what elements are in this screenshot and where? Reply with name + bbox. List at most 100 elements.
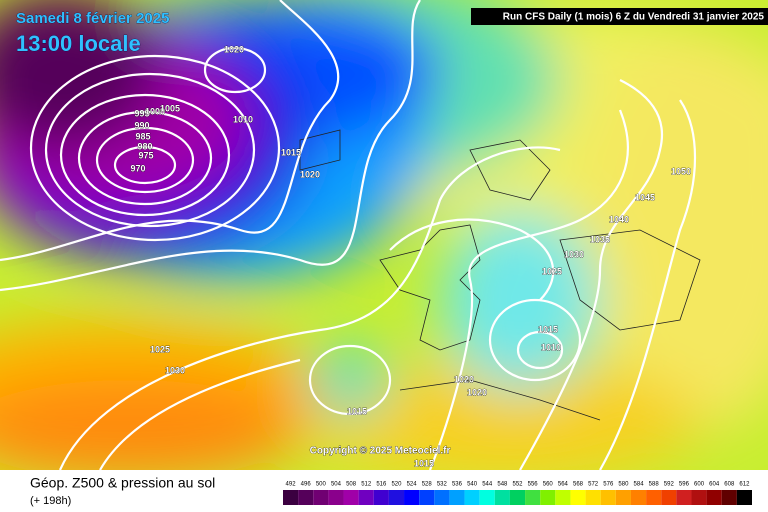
coastlines: [299, 129, 701, 421]
legend-swatch: [404, 490, 420, 505]
isobar-label: 1050: [671, 166, 691, 176]
legend-swatch: [555, 490, 571, 505]
isobar-label: 970: [130, 163, 145, 173]
legend-label: 576: [603, 482, 614, 488]
isobar-label: 1020: [467, 387, 487, 397]
legend-label: 496: [301, 482, 312, 488]
legend-label: 512: [361, 482, 372, 488]
legend-swatch: [509, 490, 526, 505]
legend-swatch: [676, 490, 692, 505]
legend-swatch: [630, 490, 647, 505]
footer-title: Géop. Z500 & pression au sol: [30, 475, 215, 491]
footer-lead: (+ 198h): [30, 495, 71, 507]
isobar-label: 1020: [300, 169, 320, 179]
legend-label: 564: [558, 482, 569, 488]
isobar-label: 1045: [635, 192, 655, 202]
legend-label: 524: [407, 482, 418, 488]
legend-label: 532: [437, 482, 448, 488]
legend-label: 600: [694, 482, 705, 488]
legend-swatch: [736, 490, 752, 505]
legend-label: 540: [467, 482, 478, 488]
isobar-label: 1020: [454, 374, 474, 384]
isobar-label: 1015: [538, 324, 558, 334]
legend-label: 492: [286, 482, 297, 488]
legend-label: 544: [482, 482, 493, 488]
legend-label: 592: [664, 482, 675, 488]
legend-label: 516: [376, 482, 387, 488]
run-banner: [471, 8, 768, 25]
legend-label: 520: [391, 482, 402, 488]
isobar-label: 1015: [281, 147, 301, 157]
legend-label: 556: [528, 482, 539, 488]
legend-swatch: [706, 490, 722, 505]
isobar-label: 1025: [150, 344, 170, 354]
isobar-label: 1005: [160, 103, 180, 113]
legend-label: 588: [649, 482, 660, 488]
legend-swatch: [494, 490, 510, 505]
legend-swatch: [388, 490, 405, 505]
isobar-label: 990: [134, 120, 149, 130]
legend: 492 496 500 504 508 512 516 520 524 528 532 536 540 5…: [283, 482, 752, 505]
legend-label: 568: [573, 482, 584, 488]
legend-swatch: [328, 490, 344, 505]
legend-label: 584: [634, 482, 645, 488]
legend-swatch: [283, 490, 299, 505]
legend-swatch: [661, 490, 677, 505]
isobar-label: 980: [137, 141, 152, 151]
legend-swatch: [434, 490, 450, 505]
isobar-label: 1000: [145, 106, 165, 116]
isobar-label: 1015: [414, 458, 434, 468]
isobar-label: 1030: [165, 365, 185, 375]
legend-swatch: [615, 490, 631, 505]
legend-label: 604: [709, 482, 720, 488]
legend-label: 572: [588, 482, 599, 488]
legend-swatch: [479, 490, 495, 505]
legend-swatch: [298, 490, 314, 505]
legend-swatch: [691, 490, 707, 505]
time: 13:00 locale: [16, 31, 141, 56]
legend-label: 552: [512, 482, 523, 488]
legend-swatch: [313, 490, 329, 505]
isobar-label: 1025: [542, 266, 562, 276]
legend-label: 596: [679, 482, 690, 488]
legend-label: 528: [422, 482, 433, 488]
legend-swatch: [525, 490, 541, 505]
copyright: Copyright © 2025 Meteociel.fr: [310, 446, 451, 457]
legend-label: 608: [724, 482, 735, 488]
legend-label: 580: [618, 482, 629, 488]
legend-swatch: [419, 490, 435, 505]
legend-swatch: [721, 490, 737, 505]
legend-label: 612: [739, 482, 750, 488]
legend-label: 500: [316, 482, 327, 488]
legend-swatch: [540, 490, 556, 505]
isobar-label: 1010: [541, 342, 561, 352]
legend-label: 508: [346, 482, 357, 488]
legend-label: 548: [497, 482, 508, 488]
legend-swatch: [464, 490, 480, 505]
legend-swatch: [600, 490, 616, 505]
legend-label: 560: [543, 482, 554, 488]
legend-label: 536: [452, 482, 463, 488]
run-info: Run CFS Daily (1 mois) 6 Z du Vendredi 3…: [503, 12, 765, 23]
isobar-label: 1010: [233, 114, 253, 124]
legend-label: 504: [331, 482, 342, 488]
legend-swatch: [343, 490, 359, 505]
isobar-label: 1040: [609, 214, 629, 224]
legend-swatch: [646, 490, 662, 505]
isobar-label: 1035: [590, 234, 610, 244]
legend-swatch: [449, 490, 465, 505]
field: [0, 0, 768, 470]
isobar-label: 995: [134, 108, 149, 118]
isobar-label: 975: [138, 150, 153, 160]
isobars: [0, 0, 697, 470]
isobar-label: 1030: [564, 249, 584, 259]
isobar-label: 985: [135, 131, 150, 141]
legend-swatch: [585, 490, 601, 505]
legend-swatch: [358, 490, 374, 505]
date: Samedi 8 février 2025: [16, 10, 169, 27]
legend-swatch: [570, 490, 586, 505]
isobar-label: 1015: [347, 406, 367, 416]
isobar-label: 1020: [224, 44, 244, 54]
legend-swatch: [373, 490, 389, 505]
